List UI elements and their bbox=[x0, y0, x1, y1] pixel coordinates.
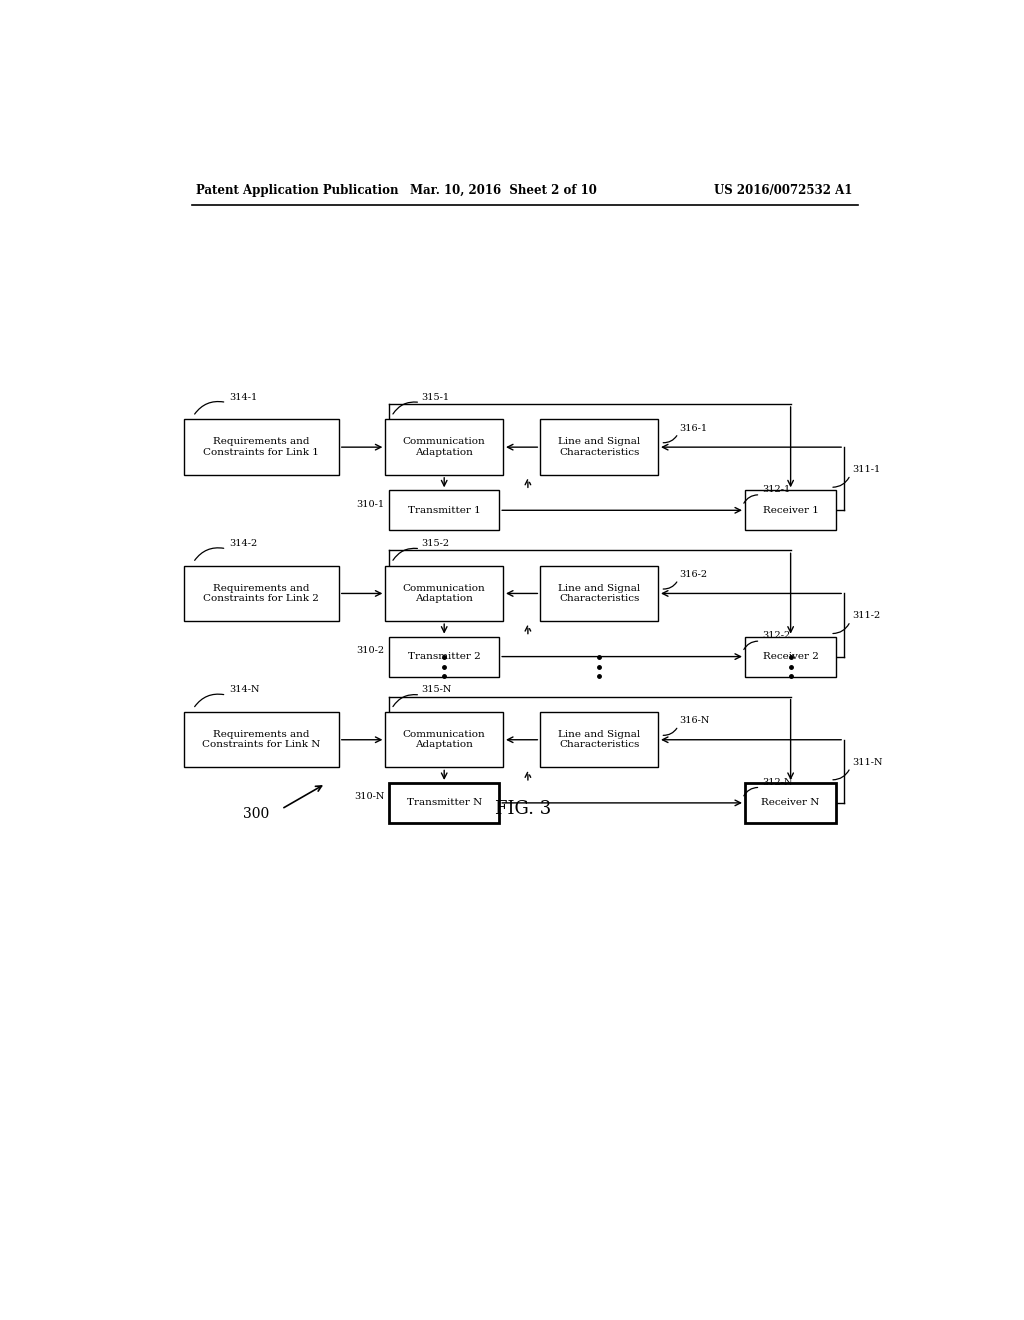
FancyBboxPatch shape bbox=[744, 783, 837, 822]
Text: 314-2: 314-2 bbox=[228, 539, 257, 548]
Text: Receiver N: Receiver N bbox=[762, 799, 820, 808]
Text: US 2016/0072532 A1: US 2016/0072532 A1 bbox=[715, 185, 853, 197]
Text: 314-N: 314-N bbox=[228, 685, 259, 694]
FancyBboxPatch shape bbox=[541, 420, 658, 475]
Text: 315-2: 315-2 bbox=[422, 539, 450, 548]
FancyBboxPatch shape bbox=[389, 490, 500, 531]
Text: 315-N: 315-N bbox=[422, 685, 453, 694]
Text: 316-2: 316-2 bbox=[679, 570, 708, 579]
Text: Communication
Adaptation: Communication Adaptation bbox=[402, 730, 485, 750]
FancyBboxPatch shape bbox=[744, 636, 837, 677]
Text: Transmitter N: Transmitter N bbox=[407, 799, 482, 808]
Text: 312-1: 312-1 bbox=[762, 486, 791, 494]
Text: Communication
Adaptation: Communication Adaptation bbox=[402, 437, 485, 457]
Text: 310-N: 310-N bbox=[354, 792, 385, 801]
Text: Receiver 2: Receiver 2 bbox=[763, 652, 818, 661]
Text: Patent Application Publication: Patent Application Publication bbox=[197, 185, 398, 197]
FancyBboxPatch shape bbox=[385, 420, 503, 475]
Text: 312-2: 312-2 bbox=[762, 631, 791, 640]
Text: Communication
Adaptation: Communication Adaptation bbox=[402, 583, 485, 603]
FancyBboxPatch shape bbox=[183, 420, 339, 475]
FancyBboxPatch shape bbox=[541, 711, 658, 767]
Text: Requirements and
Constraints for Link 2: Requirements and Constraints for Link 2 bbox=[204, 583, 319, 603]
Text: Mar. 10, 2016  Sheet 2 of 10: Mar. 10, 2016 Sheet 2 of 10 bbox=[411, 185, 597, 197]
Text: 315-1: 315-1 bbox=[422, 393, 450, 401]
Text: 312-N: 312-N bbox=[762, 777, 793, 787]
FancyBboxPatch shape bbox=[541, 566, 658, 622]
FancyBboxPatch shape bbox=[183, 711, 339, 767]
Text: FIG. 3: FIG. 3 bbox=[496, 800, 551, 818]
Text: 311-N: 311-N bbox=[852, 758, 883, 767]
Text: Requirements and
Constraints for Link 1: Requirements and Constraints for Link 1 bbox=[204, 437, 319, 457]
FancyBboxPatch shape bbox=[385, 566, 503, 622]
FancyBboxPatch shape bbox=[385, 711, 503, 767]
Text: Line and Signal
Characteristics: Line and Signal Characteristics bbox=[558, 583, 640, 603]
Text: 314-1: 314-1 bbox=[228, 393, 257, 401]
FancyBboxPatch shape bbox=[389, 636, 500, 677]
Text: 311-2: 311-2 bbox=[852, 611, 880, 620]
Text: 316-1: 316-1 bbox=[679, 424, 708, 433]
Text: Receiver 1: Receiver 1 bbox=[763, 506, 818, 515]
Text: 316-N: 316-N bbox=[679, 717, 710, 725]
Text: 300: 300 bbox=[243, 808, 269, 821]
Text: 310-1: 310-1 bbox=[356, 500, 385, 508]
Text: Transmitter 1: Transmitter 1 bbox=[408, 506, 480, 515]
Text: Transmitter 2: Transmitter 2 bbox=[408, 652, 480, 661]
FancyBboxPatch shape bbox=[389, 783, 500, 822]
Text: Line and Signal
Characteristics: Line and Signal Characteristics bbox=[558, 730, 640, 750]
Text: 311-1: 311-1 bbox=[852, 465, 880, 474]
Text: Line and Signal
Characteristics: Line and Signal Characteristics bbox=[558, 437, 640, 457]
FancyBboxPatch shape bbox=[744, 490, 837, 531]
FancyBboxPatch shape bbox=[183, 566, 339, 622]
Text: 310-2: 310-2 bbox=[356, 645, 385, 655]
Text: Requirements and
Constraints for Link N: Requirements and Constraints for Link N bbox=[202, 730, 321, 750]
